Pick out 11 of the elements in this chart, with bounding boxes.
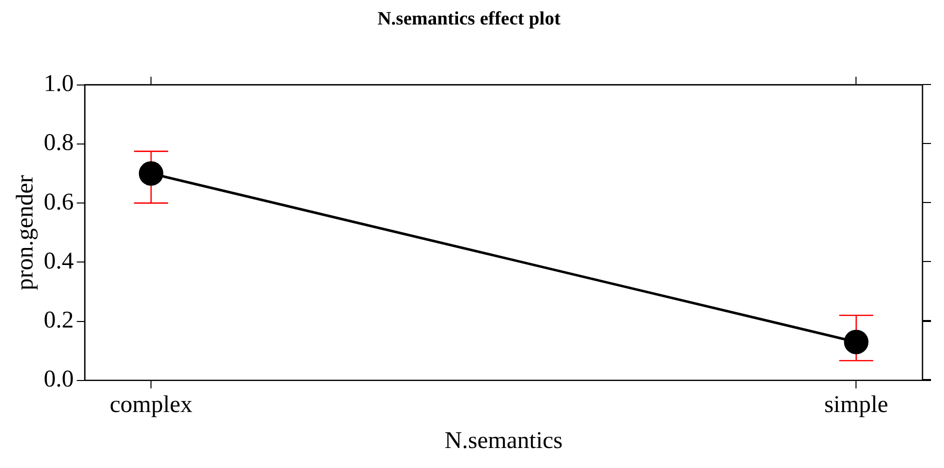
- y-tick-label: 0.6: [44, 189, 74, 216]
- x-axis-title: N.semantics: [444, 428, 563, 454]
- y-tick-label: 1.0: [44, 71, 74, 98]
- y-axis-title: pron.gender: [12, 174, 39, 290]
- y-tick-label: 0.2: [44, 308, 74, 334]
- chart-title: N.semantics effect plot: [377, 8, 562, 30]
- x-tick-label: simple: [824, 392, 888, 418]
- y-tick-label: 0.0: [44, 366, 74, 393]
- y-tick-label: 0.8: [44, 130, 74, 156]
- y-tick-label: 0.4: [44, 248, 74, 274]
- x-tick-label: complex: [110, 392, 192, 418]
